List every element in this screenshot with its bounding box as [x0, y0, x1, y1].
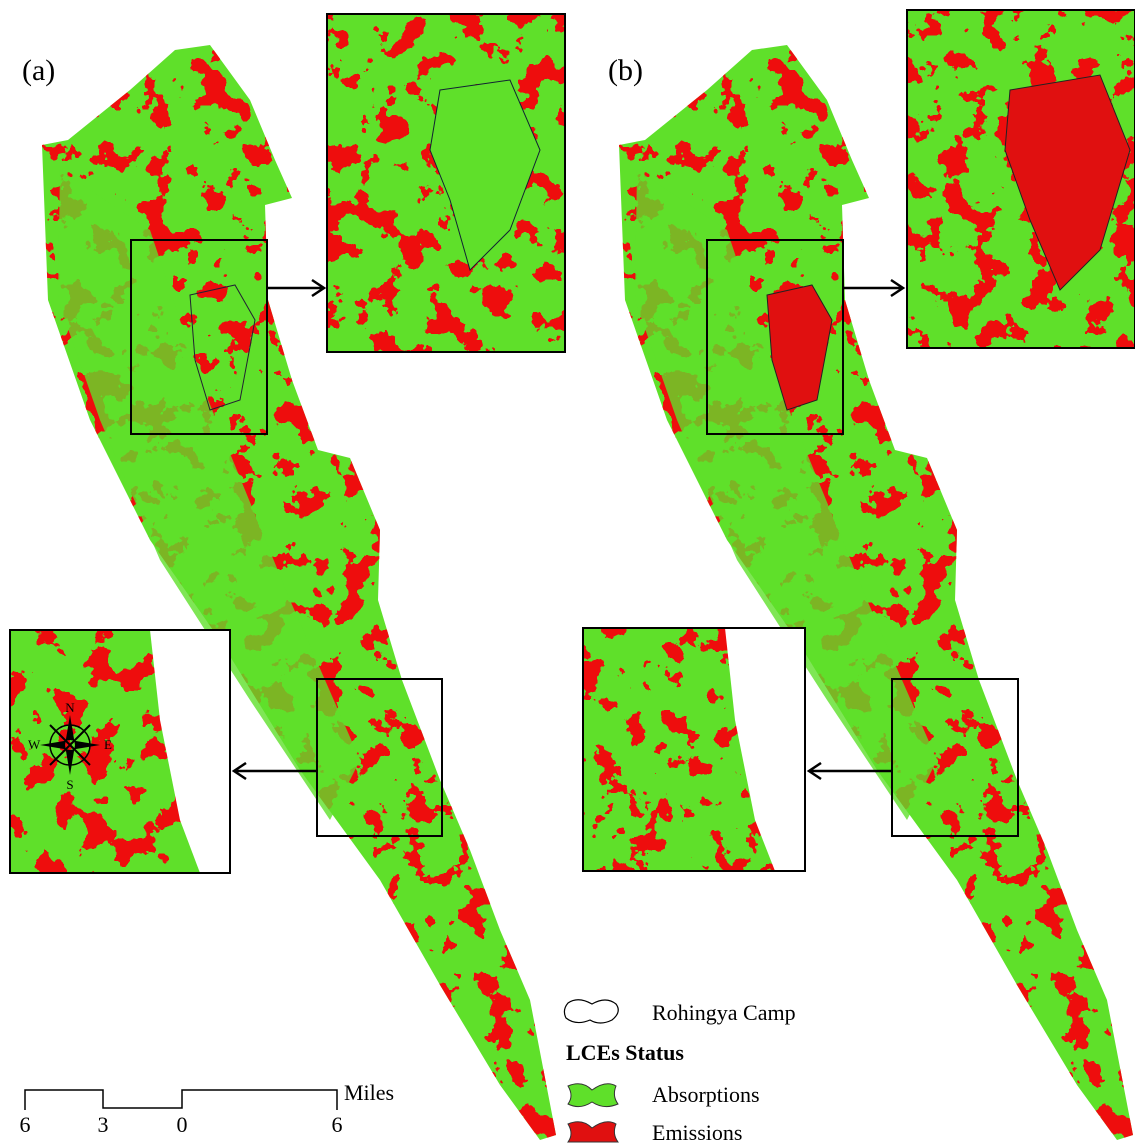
legend-item: Absorptions — [652, 1082, 760, 1107]
scale-unit: Miles — [344, 1080, 394, 1105]
inset-bottom-a — [10, 630, 230, 873]
compass-e: E — [104, 737, 112, 752]
map-panel-a — [10, 14, 565, 1140]
compass-s: S — [66, 777, 73, 792]
inset-top-b — [907, 10, 1135, 348]
legend-item: Emissions — [652, 1120, 742, 1143]
panel-label: (b) — [608, 54, 643, 87]
inset-bottom-b — [583, 628, 805, 871]
inset-top-a — [327, 14, 565, 352]
scale-label: 6 — [20, 1112, 31, 1137]
map-figure: (a) (b) N S E W 6 3 0 6 Miles Rohingya C… — [0, 0, 1135, 1143]
scale-label: 6 — [332, 1112, 343, 1137]
compass-w: W — [28, 737, 41, 752]
scale-bar: 6 3 0 6 Miles — [20, 1080, 395, 1137]
scale-label: 0 — [177, 1112, 188, 1137]
legend-camp: Rohingya Camp — [652, 1000, 796, 1025]
legend-title: LCEs Status — [566, 1040, 684, 1065]
compass-n: N — [65, 700, 75, 715]
scale-label: 3 — [98, 1112, 109, 1137]
legend: Rohingya Camp LCEs Status Absorptions Em… — [564, 1000, 795, 1143]
panel-label: (a) — [22, 54, 55, 87]
